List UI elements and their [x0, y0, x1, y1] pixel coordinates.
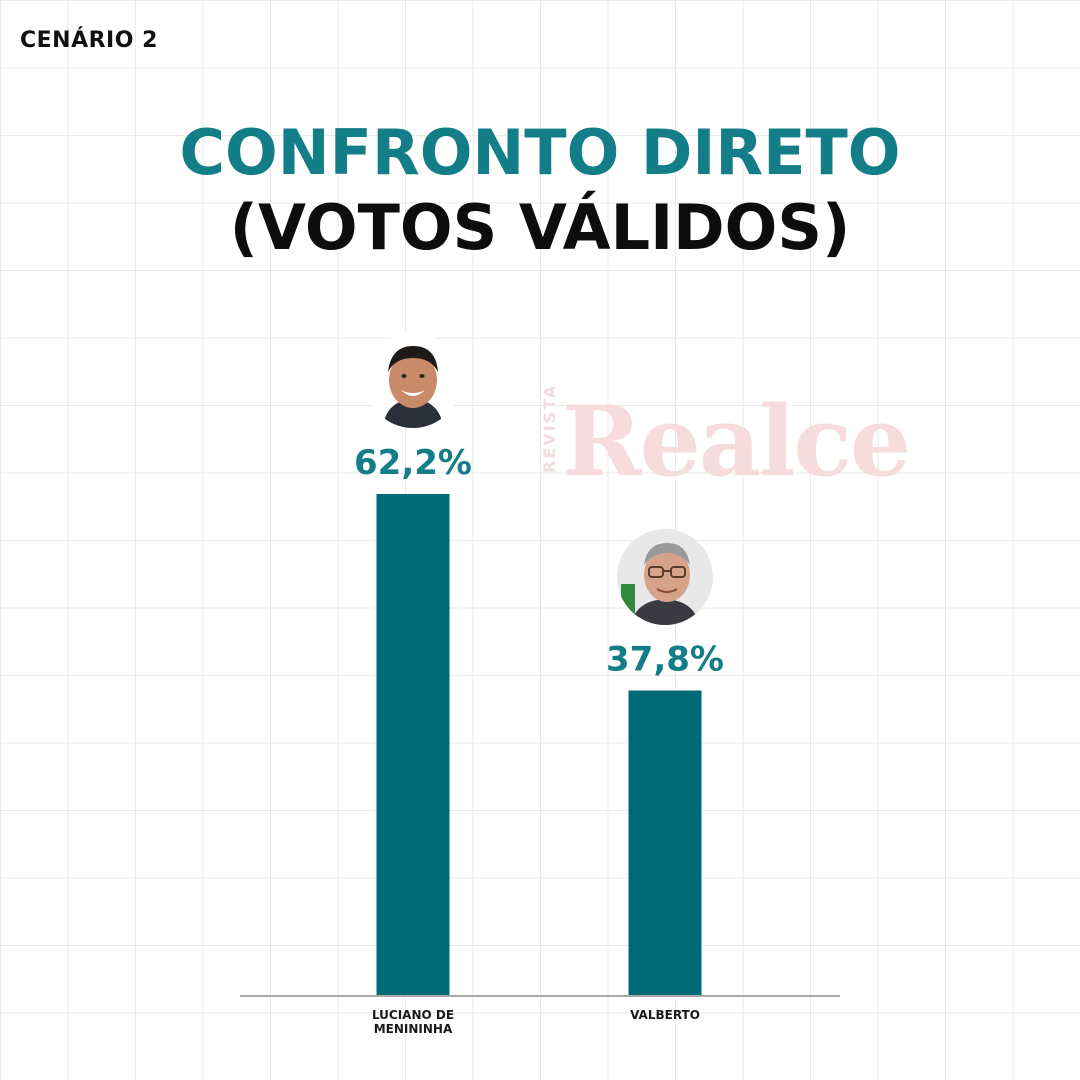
bar-0 — [376, 494, 450, 995]
chart-title-line1: CONFRONTO DIRETO — [179, 116, 901, 189]
candidate-photo-luciano — [365, 332, 461, 428]
watermark-big-text: Realce — [562, 385, 911, 498]
category-label-0-line-1: MENININHA — [374, 1022, 453, 1036]
bar-1 — [628, 690, 702, 995]
scenario-label: CENÁRIO 2 — [20, 28, 158, 53]
watermark-logo: REVISTA Realce — [540, 384, 911, 505]
chart-title-line2: (VOTOS VÁLIDOS) — [229, 191, 851, 264]
category-label-1-line-0: VALBERTO — [630, 1008, 700, 1022]
candidate-photo-valberto — [617, 528, 713, 625]
value-label-1: 37,8% — [606, 640, 724, 680]
category-label-0-line-0: LUCIANO DE — [372, 1008, 454, 1022]
value-label-0: 62,2% — [354, 443, 472, 483]
